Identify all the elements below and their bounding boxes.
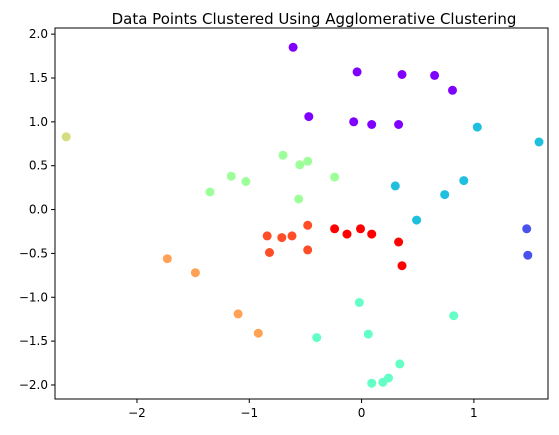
data-point: [304, 112, 314, 122]
data-point: [294, 194, 304, 204]
data-point: [523, 250, 533, 260]
y-tick-label: 2.0: [29, 27, 48, 41]
y-tick-label: −2.0: [19, 378, 48, 392]
data-point: [342, 229, 352, 239]
data-points: [61, 42, 544, 388]
data-point: [303, 156, 313, 166]
data-point: [295, 160, 305, 170]
data-point: [352, 67, 362, 77]
data-point: [448, 85, 457, 95]
y-tick-label: −1.5: [19, 334, 48, 348]
data-point: [287, 231, 297, 241]
data-point: [534, 137, 544, 147]
data-point: [412, 215, 422, 225]
data-point: [303, 245, 313, 255]
data-point: [278, 150, 288, 160]
x-tick-label: −2: [128, 406, 146, 420]
data-point: [162, 254, 172, 264]
y-tick-label: 1.0: [29, 115, 48, 129]
data-point: [253, 328, 263, 338]
y-tick-label: 0.0: [29, 203, 48, 217]
data-point: [440, 190, 450, 200]
data-point: [394, 120, 404, 129]
data-point: [262, 231, 272, 241]
data-point: [265, 248, 274, 257]
chart-title: Data Points Clustered Using Agglomerativ…: [112, 10, 517, 28]
data-point: [397, 70, 407, 79]
y-tick-label: 1.5: [29, 71, 48, 85]
data-point: [303, 220, 313, 230]
data-point: [205, 187, 215, 197]
data-point: [312, 333, 322, 343]
data-point: [241, 177, 251, 186]
data-point: [349, 117, 359, 127]
data-point: [226, 171, 236, 181]
data-point: [390, 181, 400, 191]
data-point: [354, 298, 364, 307]
data-point: [397, 261, 407, 271]
data-point: [367, 378, 377, 388]
data-point: [363, 329, 373, 339]
data-point: [395, 359, 405, 369]
y-axis: −2.0 −1.5 −1.0 −0.5 0.0 0.5 1.0 1.5 2.0: [19, 27, 55, 392]
x-tick-label: 0: [358, 406, 366, 420]
data-point: [190, 268, 200, 278]
data-point: [330, 224, 340, 234]
x-axis: −2 −1 0 1: [128, 399, 478, 420]
data-point: [449, 311, 459, 321]
data-point: [522, 224, 532, 234]
data-point: [233, 309, 243, 319]
data-point: [367, 229, 377, 239]
data-point: [288, 42, 298, 52]
y-tick-label: −0.5: [19, 246, 48, 260]
data-point: [367, 120, 377, 129]
x-tick-label: 1: [470, 406, 478, 420]
plot-area: [54, 27, 549, 400]
data-point: [394, 237, 404, 247]
data-point: [277, 233, 287, 243]
data-point: [430, 70, 440, 80]
data-point: [459, 176, 469, 186]
data-point: [330, 172, 340, 182]
data-point: [472, 122, 482, 132]
data-point: [356, 224, 365, 234]
data-point: [378, 377, 388, 387]
y-tick-label: −1.0: [19, 290, 48, 304]
y-tick-label: 0.5: [29, 159, 48, 173]
data-point: [61, 132, 71, 142]
x-tick-label: −1: [240, 406, 258, 420]
